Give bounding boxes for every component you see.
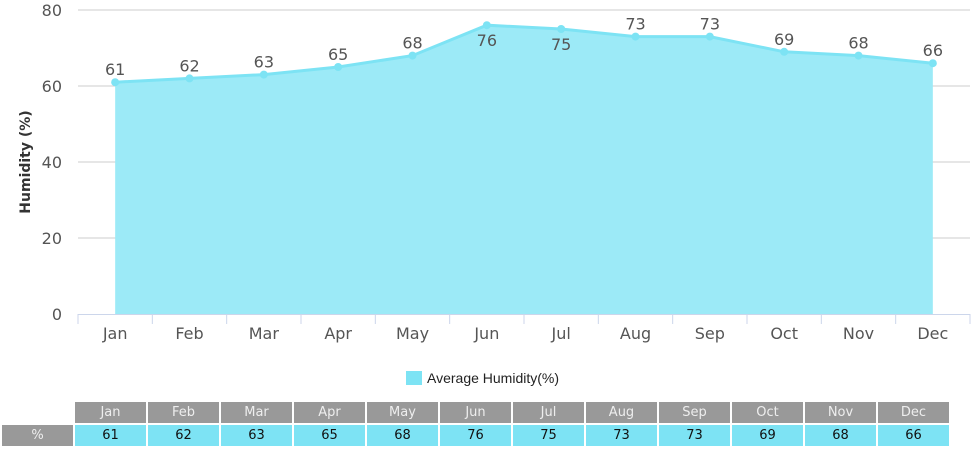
x-tick-label: Sep [695,324,725,343]
table-row-label: % [2,425,73,446]
data-point[interactable] [482,21,491,30]
table-corner [2,402,73,423]
table-value-cell: 76 [440,425,511,446]
legend-swatch [406,371,422,385]
y-tick-label: 40 [42,153,62,172]
table-value-cell: 69 [732,425,803,446]
x-tick-label: Mar [249,324,280,343]
x-tick-label: Nov [843,324,874,343]
table-value-cell: 75 [513,425,584,446]
table-header-cell: Oct [732,402,803,423]
table-header-cell: Feb [148,402,219,423]
table-value-cell: 65 [294,425,365,446]
y-tick-label: 20 [42,229,62,248]
x-tick-label: Jun [473,324,499,343]
x-tick-label: Jan [102,324,128,343]
data-label: 76 [477,31,497,50]
data-point[interactable] [705,32,714,41]
table-header-cell: Jun [440,402,511,423]
data-point[interactable] [631,32,640,41]
y-tick-label: 0 [52,305,62,324]
data-label: 75 [551,35,571,54]
data-point[interactable] [557,25,566,33]
area-fill [115,25,933,314]
table-value-cell: 68 [367,425,438,446]
y-axis-title: Humidity (%) [18,110,34,213]
data-label: 61 [105,60,125,79]
table-value-cell: 66 [878,425,949,446]
legend-label: Average Humidity(%) [427,370,560,386]
data-point[interactable] [259,70,268,79]
x-tick-label: Feb [175,324,203,343]
x-tick-label: Apr [324,324,352,343]
y-tick-label: 60 [42,77,62,96]
x-tick-label: Jul [551,324,571,343]
table-header-cell: Jul [513,402,584,423]
table-value-cell: 68 [805,425,876,446]
x-tick-label: Dec [917,324,948,343]
table-header-cell: Mar [221,402,292,423]
data-point[interactable] [334,63,343,71]
data-label: 73 [625,15,645,34]
table-header-cell: Sep [659,402,730,423]
data-label: 62 [179,56,199,75]
table-header-cell: Jan [75,402,146,423]
data-label: 65 [328,45,348,64]
data-point[interactable] [111,78,120,87]
x-tick-label: May [396,324,429,343]
data-label: 68 [848,34,868,53]
table-header-cell: Aug [586,402,657,423]
table-value-cell: 62 [148,425,219,446]
data-label: 66 [923,41,943,60]
table-header-cell: Dec [878,402,949,423]
table-value-cell: 63 [221,425,292,446]
humidity-chart: 0 20 40 60 80 Humidity (%) Jan 61 Feb 62 Mar 63 Apr 6… [18,1,971,343]
table-header-cell: Apr [294,402,365,423]
table-value-cell: 73 [586,425,657,446]
x-tick-label: Aug [620,324,651,343]
data-table: Jan Feb Mar Apr May Jun Jul Aug Sep Oct Nov Dec % 61… [0,400,951,448]
data-label: 73 [700,15,720,34]
table-header-cell: May [367,402,438,423]
legend-item[interactable]: Average Humidity(%) [406,370,559,386]
data-label: 63 [254,53,274,72]
data-point[interactable] [185,74,194,83]
data-point[interactable] [854,51,863,60]
data-point[interactable] [928,59,937,68]
data-label: 69 [774,30,794,49]
x-tick-label: Oct [770,324,798,343]
table-value-cell: 73 [659,425,730,446]
data-point[interactable] [408,51,417,60]
data-point[interactable] [780,47,789,56]
table-header-cell: Nov [805,402,876,423]
series-line [115,23,933,84]
y-tick-label: 80 [42,1,62,20]
table-value-cell: 61 [75,425,146,446]
data-label: 68 [402,34,422,53]
